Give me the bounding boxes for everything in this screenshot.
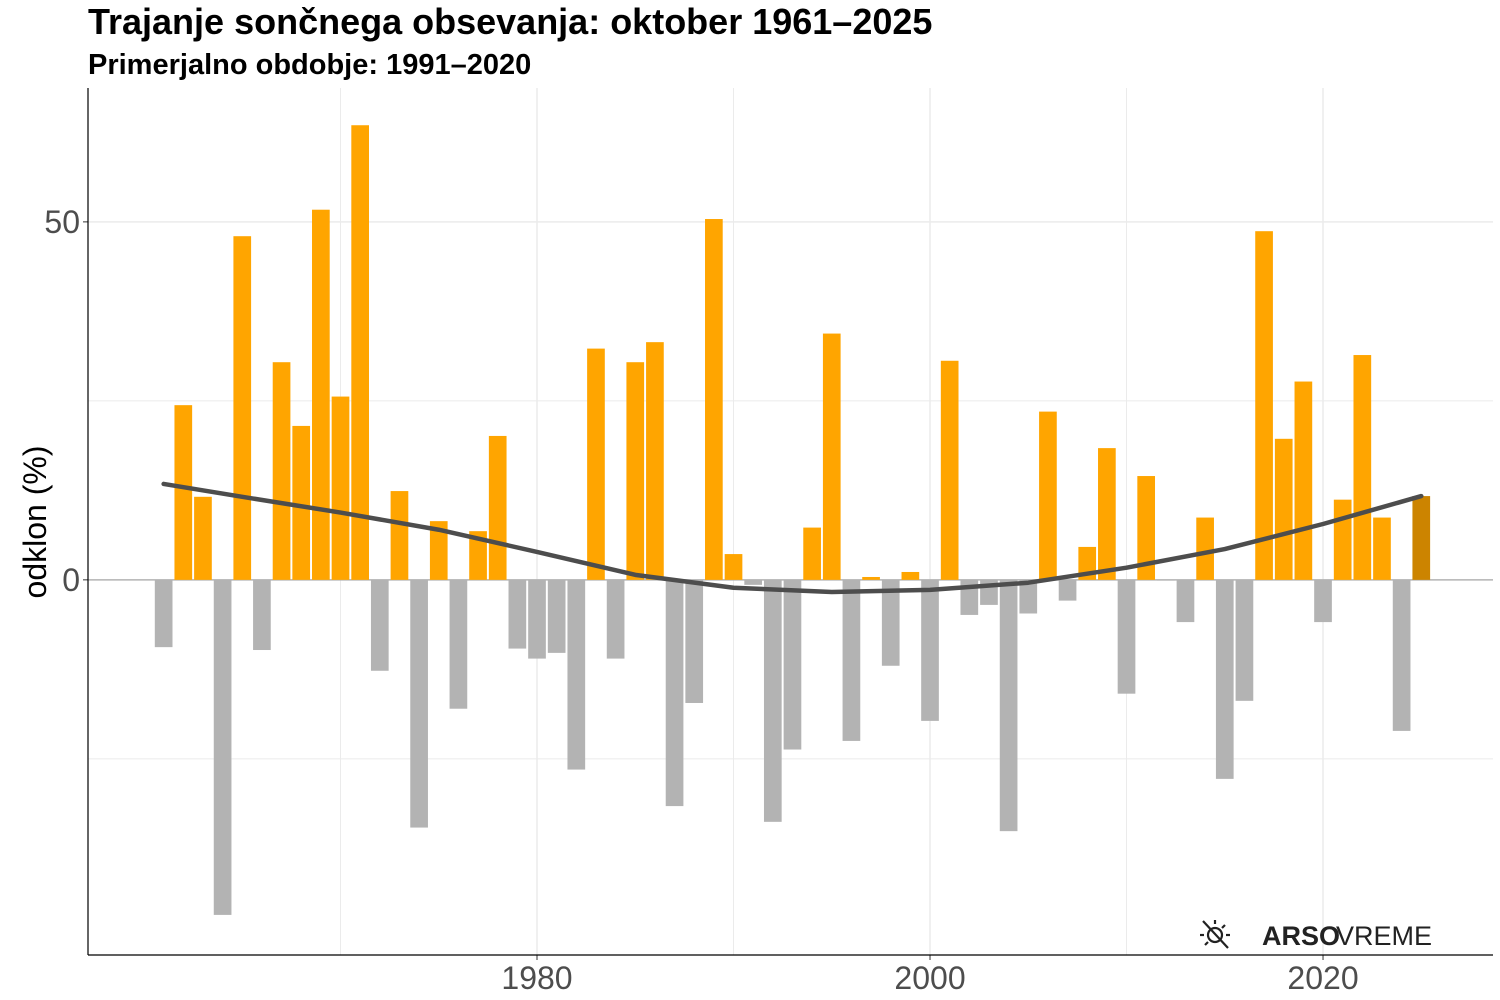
bar	[528, 579, 546, 659]
watermark-icon	[1200, 920, 1230, 949]
bar	[1039, 411, 1057, 580]
bar	[1176, 579, 1195, 623]
bar	[626, 362, 645, 580]
bar	[1412, 496, 1431, 580]
bar	[1137, 476, 1156, 580]
bar	[547, 579, 566, 653]
bar	[822, 333, 841, 580]
bar	[194, 496, 212, 580]
x-tick-label: 2020	[1287, 960, 1358, 996]
trend-line	[161, 481, 1424, 595]
bar	[1196, 517, 1214, 580]
bar	[312, 209, 330, 580]
bar	[999, 579, 1018, 832]
bar	[763, 579, 782, 822]
bar	[705, 219, 723, 580]
bar	[390, 491, 409, 580]
bar	[429, 521, 448, 580]
bar	[1019, 579, 1038, 614]
bar	[842, 579, 861, 741]
bar	[1235, 579, 1254, 701]
bar	[1117, 579, 1136, 694]
bar	[1274, 438, 1293, 580]
bar	[410, 579, 428, 828]
bars	[154, 125, 1431, 915]
bar	[803, 527, 821, 580]
bar	[174, 405, 193, 580]
bar	[154, 579, 173, 648]
bar	[469, 531, 487, 580]
y-tick-label: 50	[44, 204, 80, 240]
bar	[1333, 499, 1352, 580]
bar	[724, 554, 743, 580]
bar	[901, 571, 920, 580]
bar	[488, 435, 507, 580]
bar	[567, 579, 586, 770]
bar	[272, 362, 291, 580]
chart-title: Trajanje sončnega obsevanja: oktober 196…	[88, 1, 932, 42]
bar	[744, 579, 763, 585]
bar	[606, 579, 625, 659]
bar	[370, 579, 389, 671]
watermark-bold: ARSO	[1262, 921, 1340, 951]
x-tick-label: 2000	[894, 960, 965, 996]
bar	[1353, 355, 1372, 580]
bar	[1294, 381, 1313, 580]
bar	[646, 342, 664, 580]
x-tick-label: 1980	[501, 960, 572, 996]
bar	[233, 236, 252, 580]
bar	[665, 579, 684, 807]
bar	[862, 576, 880, 580]
bar	[1098, 448, 1116, 580]
foreground: 0 50 1980 2000 2020	[44, 88, 1493, 996]
bar	[921, 579, 939, 721]
bar	[587, 348, 605, 580]
bar	[1392, 579, 1411, 731]
bar	[508, 579, 527, 649]
bar	[213, 579, 232, 915]
bar	[940, 360, 959, 580]
watermark-regular: VREME	[1336, 921, 1432, 951]
bar	[1255, 231, 1273, 580]
bar	[449, 579, 468, 709]
bar	[292, 425, 311, 580]
y-tick-label: 0	[62, 562, 80, 598]
bar	[783, 579, 802, 750]
bar	[1058, 579, 1077, 601]
bar	[253, 579, 271, 651]
bar	[351, 125, 369, 580]
bar	[685, 579, 704, 703]
bar	[331, 396, 350, 580]
bar	[1156, 579, 1175, 581]
bar	[1314, 579, 1332, 623]
chart-subtitle: Primerjalno obdobje: 1991–2020	[88, 49, 531, 81]
bar	[881, 579, 900, 666]
y-axis-label: odklon (%)	[17, 446, 53, 599]
bar	[1373, 517, 1391, 580]
bar	[1215, 579, 1234, 779]
